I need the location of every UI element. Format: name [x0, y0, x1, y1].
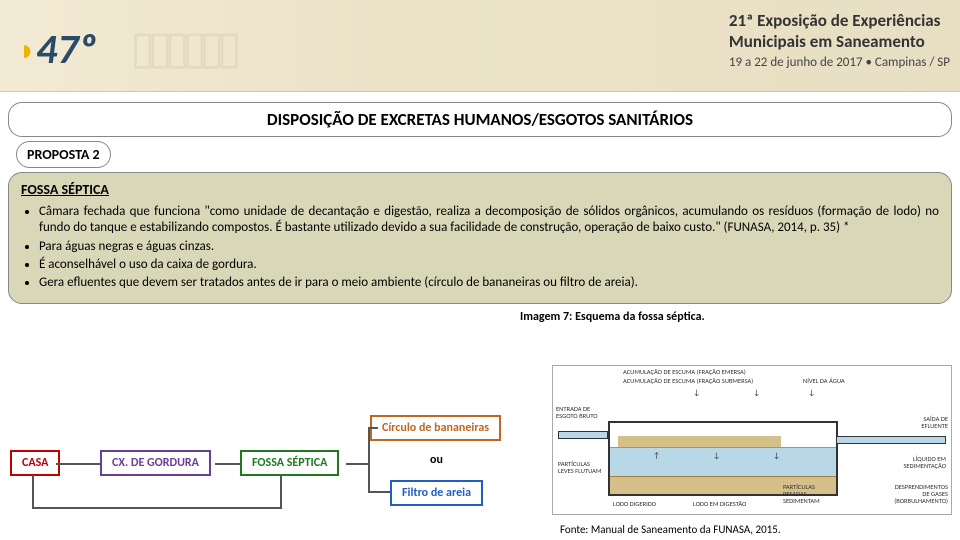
sch-entrada: ENTRADA DE ESGOTO BRUTO [556, 406, 598, 420]
bullet-item: Para águas negras e águas cinzas. [39, 239, 939, 255]
flow-diagram: CASA CX. DE GORDURA FOSSA SÉPTICA Círcul… [10, 415, 510, 525]
event-line2: Municipais em Saneamento [729, 31, 950, 52]
image-caption: Imagem 7: Esquema da fossa séptica. [520, 310, 960, 324]
content-heading: FOSSA SÉPTICA [21, 181, 939, 198]
sch-saida: SAÍDA DE EFLUENTE [921, 416, 948, 430]
image-source: Fonte: Manual de Saneamento da FUNASA, 2… [560, 523, 781, 536]
bullet-list: Câmara fechada que funciona "como unidad… [21, 204, 939, 291]
flow-circulo: Círculo de bananeiras [370, 415, 501, 441]
sch-foam-e: ACUMULAÇÃO DE ESCUMA (FRAÇÃO EMERSA) [623, 369, 746, 376]
sch-lodo-dig: LODO DIGERIDO [613, 501, 656, 508]
bullet-item: Câmara fechada que funciona "como unidad… [39, 204, 939, 237]
flow-ou: ou [430, 453, 443, 467]
sch-pesadas: PARTÍCULAS PESADAS SEDIMENTAM [783, 484, 820, 505]
bullet-item: É aconselhável o uso da caixa de gordura… [39, 257, 939, 273]
logo-edition: 47º [36, 24, 97, 75]
flow-gordura: CX. DE GORDURA [100, 450, 211, 476]
flow-fossa: FOSSA SÉPTICA [240, 450, 339, 476]
logo-left: ◗ 47º [8, 2, 168, 88]
flow-casa: CASA [10, 450, 60, 476]
sch-nivel: NÍVEL DA ÁGUA [803, 378, 845, 385]
sch-leves: PARTÍCULAS LEVES FLUTUAM [558, 461, 601, 475]
sch-foam-s: ACUMULAÇÃO DE ESCUMA (FRAÇÃO SUBMERSA) [623, 378, 753, 385]
bullet-item: Gera efluentes que devem ser tratados an… [39, 275, 939, 291]
content-box: FOSSA SÉPTICA Câmara fechada que funcion… [8, 172, 952, 304]
logo-swirl-icon: ◗ [18, 32, 36, 69]
subtitle-bar: PROPOSTA 2 [16, 141, 111, 168]
event-line1: 21ª Exposição de Experiências [729, 10, 950, 31]
sch-lodo-digestao: LODO EM DIGESTÃO [693, 501, 746, 508]
event-line3: 19 a 22 de junho de 2017 • Campinas / SP [729, 55, 950, 70]
flow-filtro: Filtro de areia [390, 480, 483, 506]
slide-header: ▯▯▯▯▯▯ ◗ 47º 21ª Exposição de Experiênci… [0, 0, 960, 92]
title-bar: DISPOSIÇÃO DE EXCRETAS HUMANOS/ESGOTOS S… [8, 102, 952, 137]
sch-gases: DESPRENDIMENTOS DE GASES (BORBULHAMENTO) [894, 484, 948, 505]
schematic-image: ACUMULAÇÃO DE ESCUMA (FRAÇÃO EMERSA) ACU… [552, 365, 952, 515]
header-right: 21ª Exposição de Experiências Municipais… [729, 10, 950, 70]
sch-liquido: LÍQUIDO EM SEDIMENTAÇÃO [903, 456, 946, 470]
